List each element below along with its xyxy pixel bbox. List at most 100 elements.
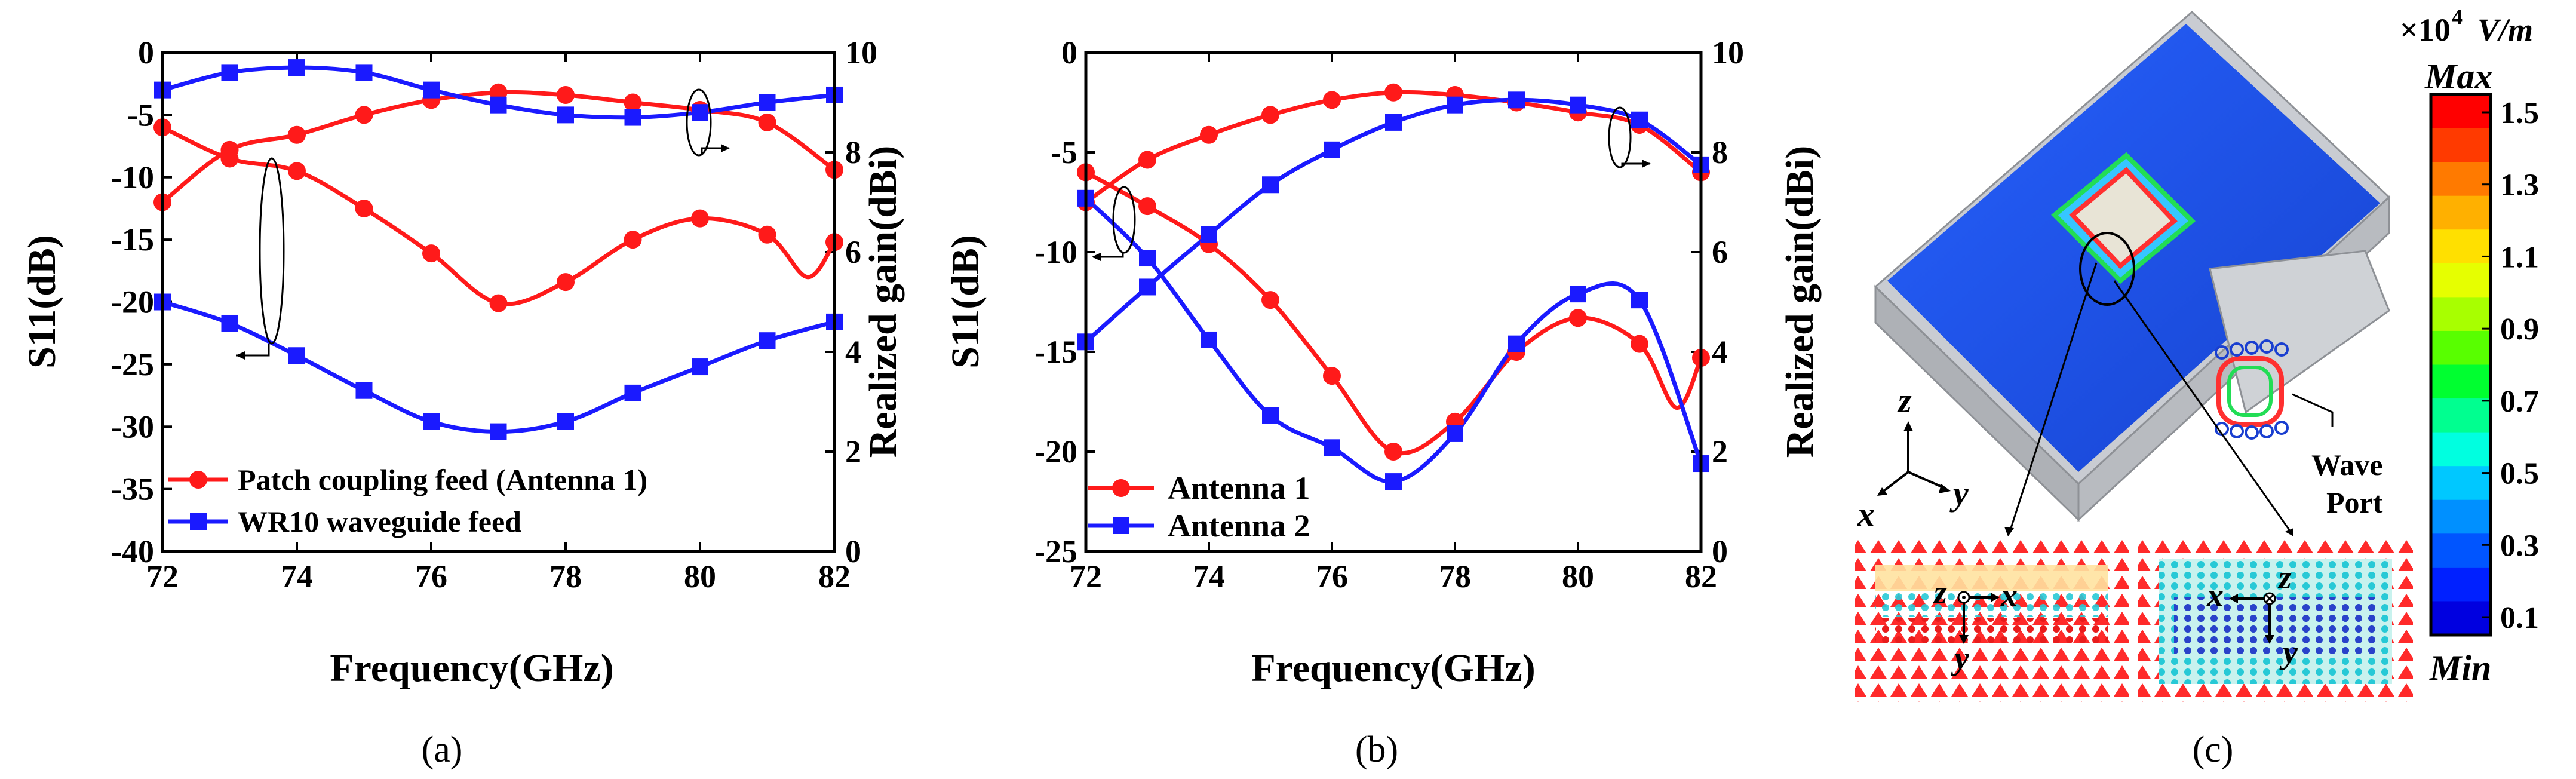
y-tick-label-right: 10 bbox=[1712, 35, 1744, 70]
x-tick-label: 76 bbox=[415, 559, 447, 594]
data-point bbox=[1261, 291, 1279, 309]
panel-b-lines bbox=[1086, 90, 1701, 484]
data-point bbox=[490, 96, 507, 114]
colorbar-segment bbox=[2431, 466, 2491, 501]
inset-right-field: x z y bbox=[2138, 538, 2413, 702]
waveguide-section bbox=[2209, 250, 2390, 414]
data-point bbox=[221, 314, 238, 332]
panel-a-left-arrowhead bbox=[236, 351, 245, 360]
panel-a-left-axis-arrow bbox=[236, 344, 270, 357]
data-point bbox=[1201, 331, 1217, 348]
x-tick-label: 74 bbox=[281, 559, 313, 594]
data-point bbox=[355, 106, 373, 124]
y-tick-label-right: 10 bbox=[845, 35, 877, 70]
x-tick-label: 82 bbox=[1685, 559, 1717, 594]
panel-b-ylabel-left: S11(dB) bbox=[944, 235, 987, 369]
y-axis-arrow bbox=[1939, 484, 1951, 493]
data-point bbox=[1200, 125, 1218, 144]
colorbar-segment bbox=[2431, 432, 2491, 467]
panel-a-left-axis-marker bbox=[259, 157, 285, 345]
coordinate-axes: z x y bbox=[1857, 381, 1969, 533]
data-point bbox=[355, 64, 373, 81]
colorbar-segment bbox=[2431, 195, 2491, 231]
panel-b-right-axis-marker bbox=[1608, 106, 1632, 168]
data-point bbox=[759, 94, 776, 111]
colorbar-tick-label: 1.5 bbox=[2500, 96, 2539, 130]
data-point bbox=[624, 384, 641, 401]
panel-c-field-simulation: Wave Port z x y bbox=[1855, 5, 2539, 702]
panel-b-ylabel-right: Realized gain(dBi) bbox=[1778, 146, 1822, 458]
wave-port-field bbox=[2216, 356, 2284, 427]
data-point bbox=[423, 81, 440, 99]
data-point bbox=[288, 162, 306, 180]
data-point bbox=[1323, 91, 1341, 109]
y-axis-label: y bbox=[1949, 474, 1969, 513]
wave-port-field-inner bbox=[2227, 366, 2273, 417]
inset-left-band bbox=[1875, 618, 2108, 645]
y-tick-label-left: -15 bbox=[111, 222, 154, 257]
y-tick-label-left: -25 bbox=[1034, 533, 1077, 569]
panel-a-ylabel-left: S11(dB) bbox=[20, 235, 64, 369]
data-point bbox=[624, 93, 642, 112]
colorbar-tick-label: 0.9 bbox=[2500, 312, 2539, 346]
data-point bbox=[355, 382, 373, 399]
x-tick-label: 74 bbox=[1193, 559, 1225, 594]
colorbar-ticks: 1.5 1.3 1.1 0.9 0.7 0.5 0.3 0.1 bbox=[2482, 96, 2539, 635]
colorbar-segment bbox=[2431, 263, 2491, 298]
z-axis-arrow bbox=[1903, 421, 1913, 431]
y-tick-label-right: 4 bbox=[1712, 334, 1728, 370]
x-tick-label: 72 bbox=[146, 559, 179, 594]
panel-b-left-arrowhead bbox=[1092, 253, 1101, 261]
colorbar-frame bbox=[2429, 93, 2492, 637]
y-tick-label-right: 6 bbox=[1712, 234, 1728, 270]
data-point bbox=[220, 140, 239, 159]
data-point bbox=[1201, 226, 1217, 243]
inset-leader-right bbox=[2113, 280, 2292, 532]
inset-leader-right-arrow bbox=[2285, 528, 2293, 536]
y-tick-label-left: -30 bbox=[111, 409, 154, 444]
data-point bbox=[624, 231, 642, 249]
data-point bbox=[1570, 286, 1586, 303]
x-axis-arrow bbox=[1877, 487, 1887, 496]
colorbar-tick-label: 1.3 bbox=[2500, 168, 2539, 203]
data-point bbox=[1447, 96, 1463, 114]
inset-right-y-label: y bbox=[2279, 634, 2298, 671]
data-point bbox=[692, 358, 708, 376]
y-tick-label-right: 8 bbox=[845, 134, 861, 170]
legend-label: Antenna 1 bbox=[1168, 470, 1310, 506]
inset-left-y-arrow bbox=[1959, 635, 1969, 644]
colorbar-segment bbox=[2431, 567, 2491, 602]
legend-label: Antenna 2 bbox=[1168, 508, 1310, 544]
colorbar-segment bbox=[2431, 499, 2491, 535]
colorbar-segment bbox=[2431, 128, 2491, 163]
x-tick-label: 82 bbox=[818, 559, 851, 594]
series-line-left-0 bbox=[162, 125, 834, 306]
data-point bbox=[1631, 111, 1648, 128]
series-line-left-2 bbox=[1086, 197, 1701, 484]
inset-right-y-arrow bbox=[2265, 635, 2274, 644]
colorbar-strip bbox=[2431, 94, 2491, 636]
data-point bbox=[1262, 176, 1279, 194]
data-point bbox=[1138, 197, 1156, 216]
legend-label: Patch coupling feed (Antenna 1) bbox=[238, 463, 647, 496]
colorbar-min-label: Min bbox=[2429, 648, 2491, 688]
data-point bbox=[1508, 91, 1525, 109]
y-tick-label-right: 2 bbox=[1712, 434, 1728, 470]
panel-a-markers bbox=[153, 59, 843, 440]
panel-a-legend: Patch coupling feed (Antenna 1) WR10 wav… bbox=[168, 463, 647, 538]
panel-a-right-axis-marker bbox=[686, 88, 712, 157]
y-tick-label-right: 2 bbox=[845, 434, 861, 470]
y-tick-label-right: 8 bbox=[1712, 134, 1728, 170]
colorbar-tick-label: 0.7 bbox=[2500, 385, 2539, 419]
wave-port-label: Wave bbox=[2311, 448, 2382, 481]
colorbar-tick-label: 0.3 bbox=[2500, 529, 2539, 563]
y-tick-label-right: 4 bbox=[845, 334, 861, 370]
inset-left-y-label: y bbox=[1951, 640, 1970, 677]
y-tick-label-left: -5 bbox=[127, 97, 154, 133]
data-point bbox=[1569, 309, 1587, 327]
panel-a-right-axis-arrow bbox=[701, 147, 729, 154]
legend-marker-circle bbox=[189, 471, 207, 489]
data-point bbox=[557, 85, 575, 104]
data-point bbox=[1631, 292, 1648, 309]
